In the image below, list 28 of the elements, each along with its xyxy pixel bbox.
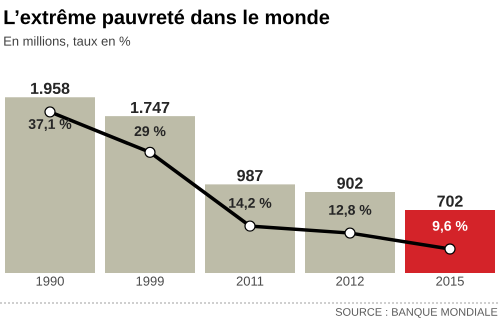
bar (5, 97, 95, 273)
bar (205, 184, 295, 273)
point (144, 146, 156, 158)
bar (305, 192, 395, 273)
data-label: 1.747 (131, 102, 170, 113)
x-tick-label: 2012 (336, 276, 364, 286)
bar (105, 116, 195, 273)
data-label: 37,1 % (28, 119, 72, 132)
point (344, 227, 356, 239)
point (444, 243, 456, 255)
data-label: 902 (337, 178, 363, 189)
chart-title: L’extrême pauvreté dans le monde (4, 9, 330, 28)
data-label: 1.958 (31, 82, 70, 94)
source-note: SOURCE : BANQUE MONDIALE (336, 308, 498, 318)
point (44, 106, 56, 118)
x-tick-label: 2011 (236, 276, 264, 286)
bar (405, 210, 495, 273)
data-label: 14,2 % (229, 198, 272, 210)
data-label: 12,8 % (329, 204, 372, 217)
x-tick-label: 1999 (136, 276, 164, 286)
data-label: 702 (437, 196, 463, 207)
x-tick-label: 1990 (36, 276, 64, 286)
data-label: 9,6 % (432, 220, 468, 233)
x-tick-label: 2015 (436, 276, 464, 286)
data-label: 29 % (134, 126, 166, 136)
chart-subtitle: En millions, taux en % (4, 36, 130, 48)
point (244, 220, 256, 232)
data-label: 987 (237, 170, 263, 182)
